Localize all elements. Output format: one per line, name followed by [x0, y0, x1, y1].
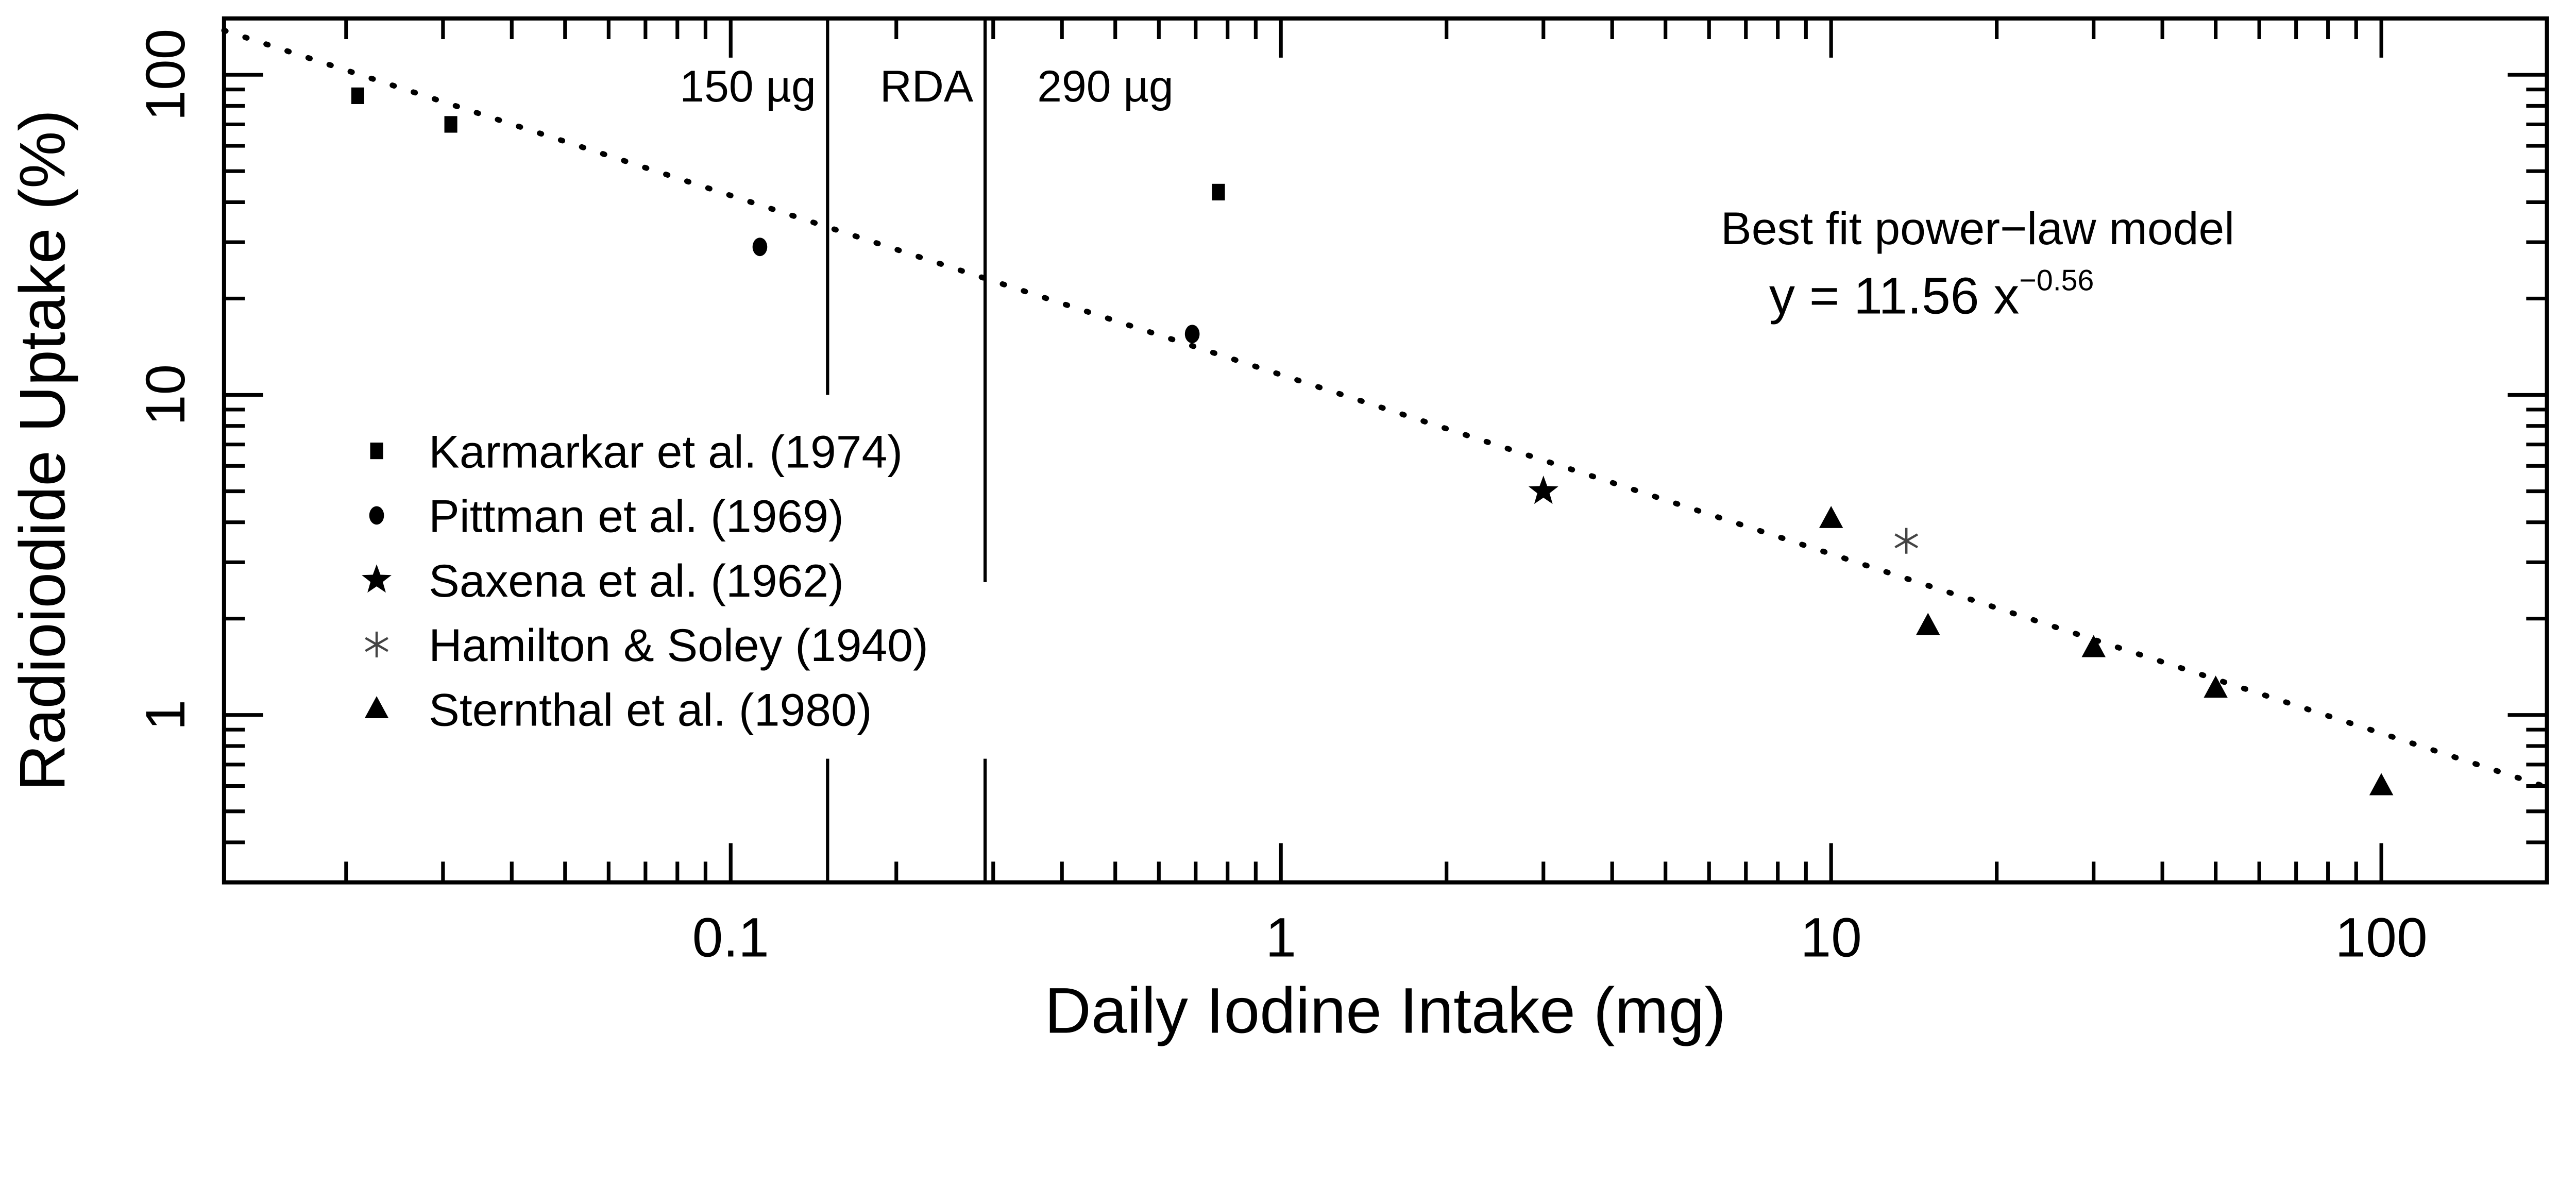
legend-label: Saxena et al. (1962) [429, 555, 844, 606]
legend-item: Pittman et al. (1969) [369, 490, 844, 542]
legend-label: Sternthal et al. (1980) [429, 684, 872, 735]
fit-equation-exponent: −0.56 [2019, 264, 2094, 297]
x-tick-label: 1 [1265, 907, 1296, 969]
x-axis-label: Daily Iodine Intake (mg) [1044, 974, 1726, 1046]
data-point-circle [752, 238, 768, 257]
x-tick-label: 100 [2335, 907, 2428, 969]
data-point-square [1212, 183, 1225, 201]
data-point-triangle [2081, 635, 2106, 657]
x-tick-label: 0.1 [692, 907, 769, 969]
plot-frame [222, 16, 2549, 885]
data-point-square [351, 87, 364, 104]
legend-label: Hamilton & Soley (1940) [429, 619, 928, 671]
y-tick-label: 100 [134, 29, 196, 121]
fit-label: Best fit power−law model [1721, 202, 2234, 254]
ref-label-290: 290 µg [1037, 62, 1173, 111]
data-point-circle [1184, 325, 1200, 344]
data-point-square [444, 116, 457, 133]
y-tick-label: 10 [134, 364, 196, 426]
data-point-asterisk [1894, 528, 1919, 554]
ref-label-150: 150 µg [680, 62, 816, 111]
chart: 0.1 1 10 100 1 10 100 150 µg RDA 290 µg Best f… [6, 16, 2550, 1046]
y-tick-label: 1 [134, 700, 196, 731]
legend-label: Karmarkar et al. (1974) [429, 426, 903, 477]
legend-triangle-icon [364, 696, 389, 719]
data-point-triangle [2204, 675, 2228, 698]
legend-item: Sternthal et al. (1980) [364, 684, 872, 735]
legend-circle-icon [369, 506, 384, 525]
fit-equation: y = 11.56 x−0.56 [1769, 264, 2094, 325]
legend-square-icon [370, 442, 383, 460]
data-point-triangle [1819, 505, 1843, 528]
data-point-triangle [1916, 613, 1940, 635]
legend-label: Pittman et al. (1969) [429, 490, 844, 542]
legend-asterisk-icon [365, 631, 388, 657]
legend: Karmarkar et al. (1974) Pittman et al. (1… [362, 426, 928, 735]
legend-item: Hamilton & Soley (1940) [365, 619, 928, 671]
fit-equation-base: y = 11.56 x [1769, 267, 2020, 325]
legend-item: Saxena et al. (1962) [362, 555, 844, 606]
data-point-triangle [2369, 773, 2394, 795]
ref-band-label: RDA [880, 62, 974, 111]
data-point-star [1528, 476, 1558, 504]
asterisk-stroke [1894, 533, 1919, 549]
legend-item: Karmarkar et al. (1974) [370, 426, 903, 477]
legend-star-icon [362, 564, 392, 593]
asterisk-stroke [365, 637, 388, 652]
y-axis-label: Radioiodide Uptake (%) [6, 110, 78, 791]
fit-line [221, 27, 2550, 790]
x-tick-label: 10 [1800, 907, 1861, 969]
